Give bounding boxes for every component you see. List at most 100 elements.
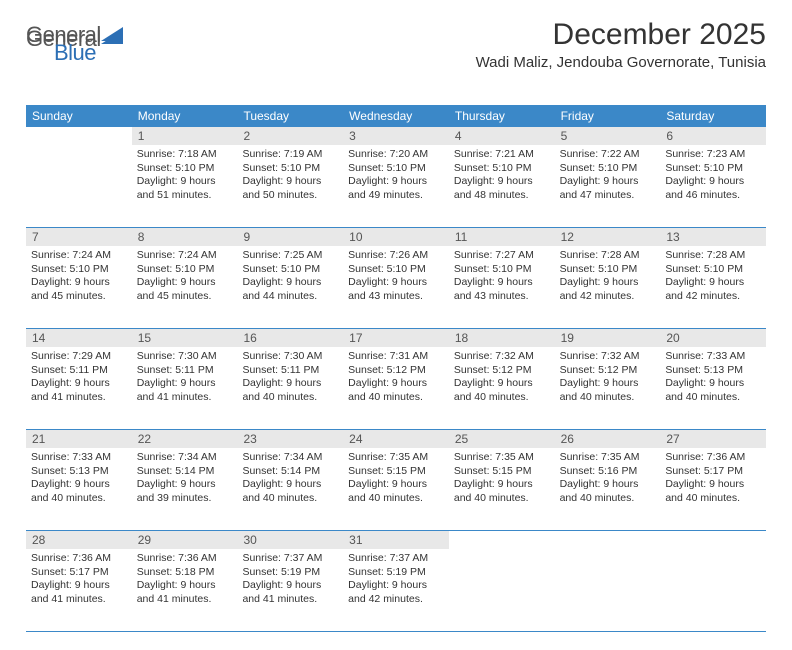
sunrise-text: Sunrise: 7:32 AM <box>454 350 550 364</box>
daylight-text: Daylight: 9 hours and 44 minutes. <box>242 276 338 303</box>
day-cell: Sunrise: 7:28 AMSunset: 5:10 PMDaylight:… <box>660 246 766 328</box>
day-cell <box>449 549 555 631</box>
sunset-text: Sunset: 5:11 PM <box>31 364 127 378</box>
sunset-text: Sunset: 5:13 PM <box>31 465 127 479</box>
week-row: Sunrise: 7:24 AMSunset: 5:10 PMDaylight:… <box>26 246 766 329</box>
day-number: 16 <box>237 329 343 347</box>
day-cell: Sunrise: 7:21 AMSunset: 5:10 PMDaylight:… <box>449 145 555 227</box>
day-cell: Sunrise: 7:30 AMSunset: 5:11 PMDaylight:… <box>237 347 343 429</box>
day-number: 21 <box>26 430 132 448</box>
day-cell: Sunrise: 7:28 AMSunset: 5:10 PMDaylight:… <box>555 246 661 328</box>
daylight-text: Daylight: 9 hours and 41 minutes. <box>242 579 338 606</box>
sunrise-text: Sunrise: 7:24 AM <box>31 249 127 263</box>
title-block: December 2025 Wadi Maliz, Jendouba Gover… <box>476 18 766 71</box>
daylight-text: Daylight: 9 hours and 40 minutes. <box>454 377 550 404</box>
day-number: 2 <box>237 127 343 145</box>
sunset-text: Sunset: 5:12 PM <box>348 364 444 378</box>
sunrise-text: Sunrise: 7:29 AM <box>31 350 127 364</box>
daylight-text: Daylight: 9 hours and 39 minutes. <box>137 478 233 505</box>
sunset-text: Sunset: 5:11 PM <box>137 364 233 378</box>
daylight-text: Daylight: 9 hours and 40 minutes. <box>454 478 550 505</box>
weekday-saturday: Saturday <box>660 105 766 127</box>
day-number: 26 <box>555 430 661 448</box>
sunset-text: Sunset: 5:13 PM <box>665 364 761 378</box>
day-number: 11 <box>449 228 555 246</box>
day-number: 5 <box>555 127 661 145</box>
day-number: 14 <box>26 329 132 347</box>
sunset-text: Sunset: 5:18 PM <box>137 566 233 580</box>
day-cell: Sunrise: 7:32 AMSunset: 5:12 PMDaylight:… <box>555 347 661 429</box>
sunrise-text: Sunrise: 7:31 AM <box>348 350 444 364</box>
daylight-text: Daylight: 9 hours and 41 minutes. <box>137 377 233 404</box>
sunrise-text: Sunrise: 7:20 AM <box>348 148 444 162</box>
sunrise-text: Sunrise: 7:23 AM <box>665 148 761 162</box>
day-number: 20 <box>660 329 766 347</box>
sunrise-text: Sunrise: 7:35 AM <box>348 451 444 465</box>
daylight-text: Daylight: 9 hours and 41 minutes. <box>31 377 127 404</box>
week-row: Sunrise: 7:18 AMSunset: 5:10 PMDaylight:… <box>26 145 766 228</box>
day-cell: Sunrise: 7:27 AMSunset: 5:10 PMDaylight:… <box>449 246 555 328</box>
day-cell: Sunrise: 7:23 AMSunset: 5:10 PMDaylight:… <box>660 145 766 227</box>
daylight-text: Daylight: 9 hours and 40 minutes. <box>665 377 761 404</box>
day-number: 13 <box>660 228 766 246</box>
day-cell: Sunrise: 7:35 AMSunset: 5:15 PMDaylight:… <box>449 448 555 530</box>
sunrise-text: Sunrise: 7:27 AM <box>454 249 550 263</box>
daylight-text: Daylight: 9 hours and 40 minutes. <box>560 377 656 404</box>
day-cell: Sunrise: 7:31 AMSunset: 5:12 PMDaylight:… <box>343 347 449 429</box>
daylight-text: Daylight: 9 hours and 49 minutes. <box>348 175 444 202</box>
daylight-text: Daylight: 9 hours and 40 minutes. <box>242 478 338 505</box>
day-number: 19 <box>555 329 661 347</box>
day-number: 27 <box>660 430 766 448</box>
day-number: 9 <box>237 228 343 246</box>
weekday-thursday: Thursday <box>449 105 555 127</box>
day-cell: Sunrise: 7:26 AMSunset: 5:10 PMDaylight:… <box>343 246 449 328</box>
sunrise-text: Sunrise: 7:19 AM <box>242 148 338 162</box>
daylight-text: Daylight: 9 hours and 40 minutes. <box>665 478 761 505</box>
sunrise-text: Sunrise: 7:36 AM <box>137 552 233 566</box>
day-number: 10 <box>343 228 449 246</box>
sunset-text: Sunset: 5:17 PM <box>665 465 761 479</box>
sunrise-text: Sunrise: 7:32 AM <box>560 350 656 364</box>
day-cell: Sunrise: 7:29 AMSunset: 5:11 PMDaylight:… <box>26 347 132 429</box>
day-cell: Sunrise: 7:32 AMSunset: 5:12 PMDaylight:… <box>449 347 555 429</box>
sunrise-text: Sunrise: 7:24 AM <box>137 249 233 263</box>
sunrise-text: Sunrise: 7:30 AM <box>242 350 338 364</box>
day-number: 25 <box>449 430 555 448</box>
daylight-text: Daylight: 9 hours and 42 minutes. <box>560 276 656 303</box>
sunset-text: Sunset: 5:10 PM <box>560 162 656 176</box>
sunrise-text: Sunrise: 7:28 AM <box>560 249 656 263</box>
daylight-text: Daylight: 9 hours and 40 minutes. <box>348 377 444 404</box>
sunset-text: Sunset: 5:10 PM <box>665 263 761 277</box>
daylight-text: Daylight: 9 hours and 48 minutes. <box>454 175 550 202</box>
sunset-text: Sunset: 5:10 PM <box>665 162 761 176</box>
sunset-text: Sunset: 5:12 PM <box>454 364 550 378</box>
sunrise-text: Sunrise: 7:18 AM <box>137 148 233 162</box>
day-cell: Sunrise: 7:30 AMSunset: 5:11 PMDaylight:… <box>132 347 238 429</box>
day-cell <box>555 549 661 631</box>
sunrise-text: Sunrise: 7:35 AM <box>454 451 550 465</box>
day-number <box>449 531 555 549</box>
sunrise-text: Sunrise: 7:36 AM <box>31 552 127 566</box>
sunset-text: Sunset: 5:14 PM <box>137 465 233 479</box>
daylight-text: Daylight: 9 hours and 43 minutes. <box>348 276 444 303</box>
sunrise-text: Sunrise: 7:36 AM <box>665 451 761 465</box>
sunset-text: Sunset: 5:15 PM <box>348 465 444 479</box>
sunrise-text: Sunrise: 7:34 AM <box>137 451 233 465</box>
sunrise-text: Sunrise: 7:33 AM <box>31 451 127 465</box>
weekday-sunday: Sunday <box>26 105 132 127</box>
day-number: 1 <box>132 127 238 145</box>
day-number <box>26 127 132 145</box>
sunset-text: Sunset: 5:19 PM <box>242 566 338 580</box>
day-number: 24 <box>343 430 449 448</box>
sunrise-text: Sunrise: 7:25 AM <box>242 249 338 263</box>
day-cell: Sunrise: 7:36 AMSunset: 5:18 PMDaylight:… <box>132 549 238 631</box>
day-cell: Sunrise: 7:34 AMSunset: 5:14 PMDaylight:… <box>132 448 238 530</box>
sunset-text: Sunset: 5:10 PM <box>454 162 550 176</box>
sunset-text: Sunset: 5:10 PM <box>348 263 444 277</box>
day-cell: Sunrise: 7:37 AMSunset: 5:19 PMDaylight:… <box>237 549 343 631</box>
sunrise-text: Sunrise: 7:37 AM <box>242 552 338 566</box>
day-cell: Sunrise: 7:33 AMSunset: 5:13 PMDaylight:… <box>660 347 766 429</box>
day-number: 23 <box>237 430 343 448</box>
day-number: 15 <box>132 329 238 347</box>
header: General December 2025 Wadi Maliz, Jendou… <box>26 18 766 71</box>
